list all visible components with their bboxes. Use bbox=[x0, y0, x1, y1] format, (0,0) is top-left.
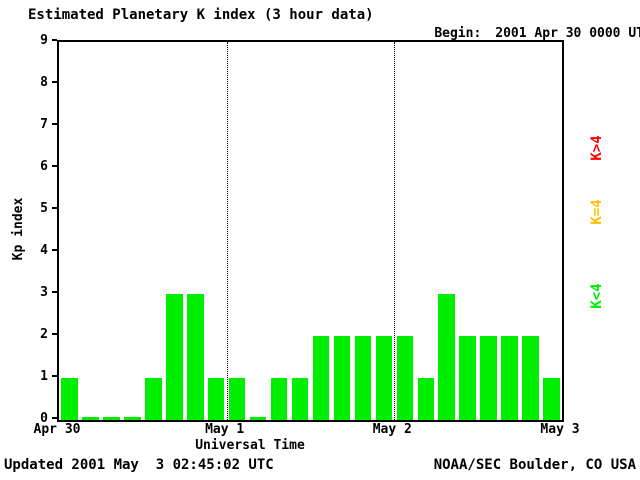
kp-bar bbox=[249, 417, 267, 420]
footer-source: NOAA/SEC Boulder, CO USA bbox=[433, 457, 636, 473]
chart-title: Estimated Planetary K index (3 hour data… bbox=[28, 7, 374, 23]
y-tick-label: 8 bbox=[40, 75, 48, 90]
y-tick-mark bbox=[52, 123, 57, 125]
y-tick-mark bbox=[52, 207, 57, 209]
x-tick-label: May 3 bbox=[540, 422, 580, 437]
y-tick-label: 1 bbox=[40, 369, 48, 384]
y-tick-mark bbox=[52, 291, 57, 293]
kp-bar bbox=[228, 378, 246, 420]
y-tick-label: 3 bbox=[40, 285, 48, 300]
footer-updated: Updated 2001 May 3 02:45:02 UTC bbox=[4, 457, 274, 473]
legend-item-2: K<4 bbox=[589, 283, 605, 309]
y-tick-label: 2 bbox=[40, 327, 48, 342]
kp-bar bbox=[187, 294, 204, 420]
kp-bar bbox=[375, 336, 393, 420]
day-gridline bbox=[226, 42, 228, 420]
kp-bar bbox=[291, 378, 309, 420]
kp-bar bbox=[459, 336, 476, 420]
y-tick-label: 0 bbox=[40, 411, 48, 426]
kp-bar bbox=[543, 378, 560, 420]
kp-bar bbox=[396, 336, 414, 420]
y-tick-mark bbox=[52, 417, 57, 419]
kp-bar bbox=[82, 417, 99, 420]
kp-bar bbox=[312, 336, 330, 420]
x-tick-label: Apr 30 bbox=[33, 422, 81, 437]
y-tick-label: 5 bbox=[40, 201, 48, 216]
plot-area bbox=[57, 40, 564, 422]
kp-bar bbox=[438, 294, 455, 420]
begin-label: Begin: bbox=[434, 26, 482, 41]
legend-item-1: K=4 bbox=[589, 199, 605, 225]
y-tick-label: 4 bbox=[40, 243, 48, 258]
y-tick-mark bbox=[52, 39, 57, 41]
begin-caption: Begin: 2001 Apr 30 0000 UTC bbox=[403, 11, 640, 56]
kp-bar bbox=[522, 336, 539, 420]
day-gridline bbox=[394, 42, 396, 420]
kp-bar bbox=[166, 294, 183, 420]
x-tick-label: May 2 bbox=[372, 422, 412, 437]
kp-bar bbox=[61, 378, 78, 420]
y-tick-mark bbox=[52, 333, 57, 335]
kp-bar bbox=[501, 336, 518, 420]
kp-bar bbox=[417, 378, 435, 420]
y-axis-title: Kp index bbox=[11, 197, 26, 261]
kp-bar bbox=[145, 378, 162, 420]
begin-value: 2001 Apr 30 0000 UTC bbox=[495, 26, 640, 41]
kp-bar bbox=[270, 378, 288, 420]
y-tick-label: 6 bbox=[40, 159, 48, 174]
kp-bar bbox=[354, 336, 372, 420]
y-tick-label: 7 bbox=[40, 117, 48, 132]
kp-bar bbox=[207, 378, 225, 420]
kp-bar bbox=[124, 417, 141, 420]
y-tick-mark bbox=[52, 375, 57, 377]
y-tick-label: 9 bbox=[40, 33, 48, 48]
y-tick-mark bbox=[52, 165, 57, 167]
kp-bar bbox=[480, 336, 497, 420]
x-tick-label: May 1 bbox=[205, 422, 245, 437]
x-axis-title: Universal Time bbox=[195, 438, 305, 453]
kp-bar bbox=[333, 336, 351, 420]
y-tick-mark bbox=[52, 249, 57, 251]
y-tick-mark bbox=[52, 81, 57, 83]
kp-bar bbox=[103, 417, 120, 420]
